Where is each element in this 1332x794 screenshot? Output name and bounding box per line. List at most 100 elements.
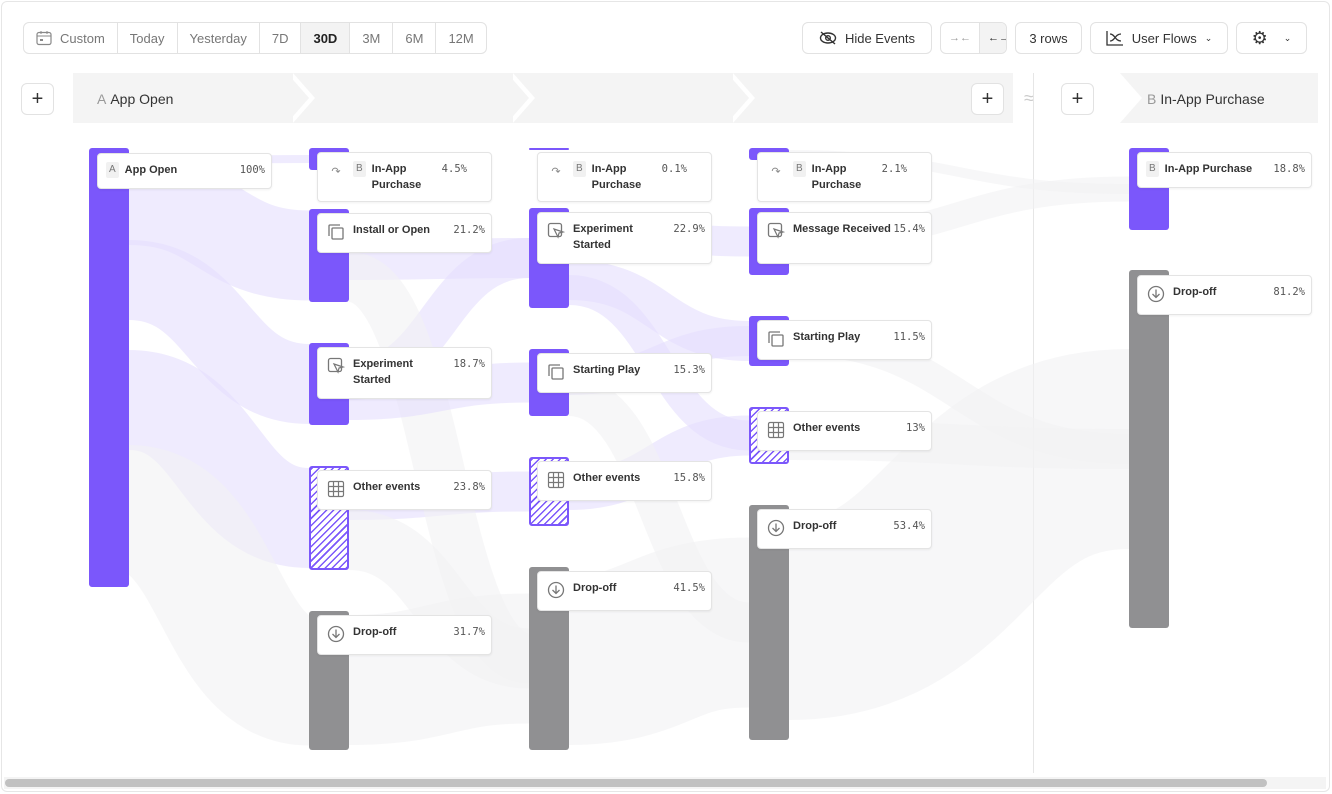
arrow-curve-icon: ↷ [551, 165, 561, 178]
step-tag: B [1146, 161, 1159, 177]
collapse-icon: →← [949, 32, 971, 44]
flow-node-card[interactable]: Other events 23.8% [317, 470, 492, 510]
date-range-30d[interactable]: 30D [301, 23, 351, 53]
collapse-button[interactable]: →← [941, 23, 980, 53]
rows-label: 3 rows [1029, 30, 1068, 46]
gap-separator: ≈ [1024, 88, 1034, 108]
date-range-label: 30D [313, 30, 338, 46]
flow-node-card[interactable]: ↷ B In-App Purchase 0.1% [537, 152, 712, 202]
node-percentage: 15.4% [893, 223, 925, 235]
node-label: In-App Purchase [811, 163, 862, 191]
node-percentage: 2.1% [881, 163, 907, 175]
view-dropdown[interactable]: User Flows ⌄ [1090, 22, 1228, 54]
node-percentage: 81.2% [1273, 286, 1305, 298]
expand-button[interactable]: ←→ [980, 23, 1006, 53]
date-range-selector: Custom Today Yesterday 7D 30D 3M 6M 12M [23, 22, 487, 54]
flow-link[interactable] [125, 350, 313, 568]
add-step-button[interactable]: + [971, 83, 1004, 115]
node-percentage: 31.7% [453, 626, 485, 638]
flow-node-card[interactable]: Message Received 15.4% [757, 212, 932, 264]
node-percentage: 100% [239, 164, 265, 176]
node-percentage: 15.8% [673, 472, 705, 484]
node-percentage: 18.7% [453, 358, 485, 370]
date-range-label: 7D [271, 30, 289, 46]
node-percentage: 18.8% [1273, 163, 1305, 175]
node-percentage: 21.2% [453, 224, 485, 236]
node-label: Drop-off [353, 626, 397, 638]
arrow-down-circle-icon [546, 580, 566, 600]
flow-node-bar[interactable] [1129, 270, 1169, 628]
flow-link[interactable] [122, 445, 316, 746]
rows-button[interactable]: 3 rows [1015, 22, 1082, 54]
node-label: In-App Purchase [1164, 163, 1253, 175]
flow-node-card[interactable]: B In-App Purchase 18.8% [1137, 152, 1312, 188]
calendar-icon [36, 31, 52, 46]
arrow-down-circle-icon [1146, 284, 1166, 304]
date-range-today[interactable]: Today [118, 23, 178, 53]
chevron-down-icon: ⌄ [1204, 32, 1213, 43]
flow-node-card[interactable]: Experiment Started 18.7% [317, 347, 492, 399]
node-label: Starting Play [573, 364, 641, 376]
settings-dropdown[interactable]: ⚙ ⌄ [1236, 22, 1307, 54]
node-percentage: 23.8% [453, 481, 485, 493]
date-range-6m[interactable]: 6M [393, 23, 437, 53]
arrow-down-circle-icon [766, 518, 786, 538]
flow-node-card[interactable]: Other events 15.8% [537, 461, 712, 501]
steps-band [73, 73, 1013, 123]
flow-node-card[interactable]: ↷ B In-App Purchase 2.1% [757, 152, 932, 202]
grid-icon [546, 470, 566, 490]
date-range-3m[interactable]: 3M [350, 23, 394, 53]
flow-link[interactable] [347, 510, 531, 689]
cursor-click-icon [766, 221, 786, 241]
node-percentage: 53.4% [893, 520, 925, 532]
flow-node-card[interactable]: Drop-off 31.7% [317, 615, 492, 655]
scrollbar-thumb[interactable] [5, 779, 1267, 787]
flow-node-bar[interactable] [529, 148, 569, 150]
hide-events-button[interactable]: Hide Events [802, 22, 932, 54]
flow-node-card[interactable]: A App Open 100% [97, 153, 272, 189]
flow-node-card[interactable]: Starting Play 15.3% [537, 353, 712, 393]
flows-chart-icon [1106, 31, 1123, 46]
end-step-label[interactable]: B In-App Purchase [1147, 91, 1265, 107]
copy-icon [766, 329, 786, 349]
node-percentage: 22.9% [673, 223, 705, 235]
node-label: Install or Open [353, 224, 431, 236]
flow-link[interactable] [127, 155, 311, 301]
date-range-label: Today [129, 30, 165, 46]
start-step-label[interactable]: A App Open [97, 91, 174, 107]
flow-node-card[interactable]: Drop-off 53.4% [757, 509, 932, 549]
flow-node-card[interactable]: Experiment Started 22.9% [537, 212, 712, 264]
cursor-click-icon [546, 221, 566, 241]
node-label: Starting Play [793, 331, 861, 343]
flow-link[interactable] [126, 240, 312, 424]
chevron-down-icon: ⌄ [1283, 32, 1292, 43]
date-range-label: 3M [362, 30, 381, 46]
date-range-label: 6M [405, 30, 424, 46]
date-range-12m[interactable]: 12M [436, 23, 485, 53]
node-label: Message Received [793, 223, 891, 235]
expand-collapse-toggle: →← ←→ [940, 22, 1007, 54]
flow-node-card[interactable]: Starting Play 11.5% [757, 320, 932, 360]
flow-node-card[interactable]: Drop-off 81.2% [1137, 275, 1312, 315]
date-range-7d[interactable]: 7D [260, 23, 302, 53]
node-percentage: 13% [906, 422, 925, 434]
date-range-yesterday[interactable]: Yesterday [178, 23, 260, 53]
flow-node-card[interactable]: Other events 13% [757, 411, 932, 451]
flow-node-card[interactable]: ↷ B In-App Purchase 4.5% [317, 152, 492, 202]
node-percentage: 41.5% [673, 582, 705, 594]
flow-node-bar[interactable] [89, 148, 129, 587]
flow-node-card[interactable]: Install or Open 21.2% [317, 213, 492, 253]
add-step-before-button[interactable]: + [21, 83, 54, 115]
arrow-curve-icon: ↷ [331, 165, 341, 178]
arrow-curve-icon: ↷ [771, 165, 781, 178]
flow-link[interactable] [566, 376, 752, 643]
add-step-before-end-button[interactable]: + [1061, 83, 1094, 115]
flow-node-card[interactable]: Drop-off 41.5% [537, 571, 712, 611]
node-label: In-App Purchase [591, 163, 642, 191]
grid-icon [326, 479, 346, 499]
node-percentage: 4.5% [441, 163, 467, 175]
eye-off-icon [819, 31, 837, 45]
date-range-custom[interactable]: Custom [24, 23, 118, 53]
date-range-label: 12M [448, 30, 474, 46]
